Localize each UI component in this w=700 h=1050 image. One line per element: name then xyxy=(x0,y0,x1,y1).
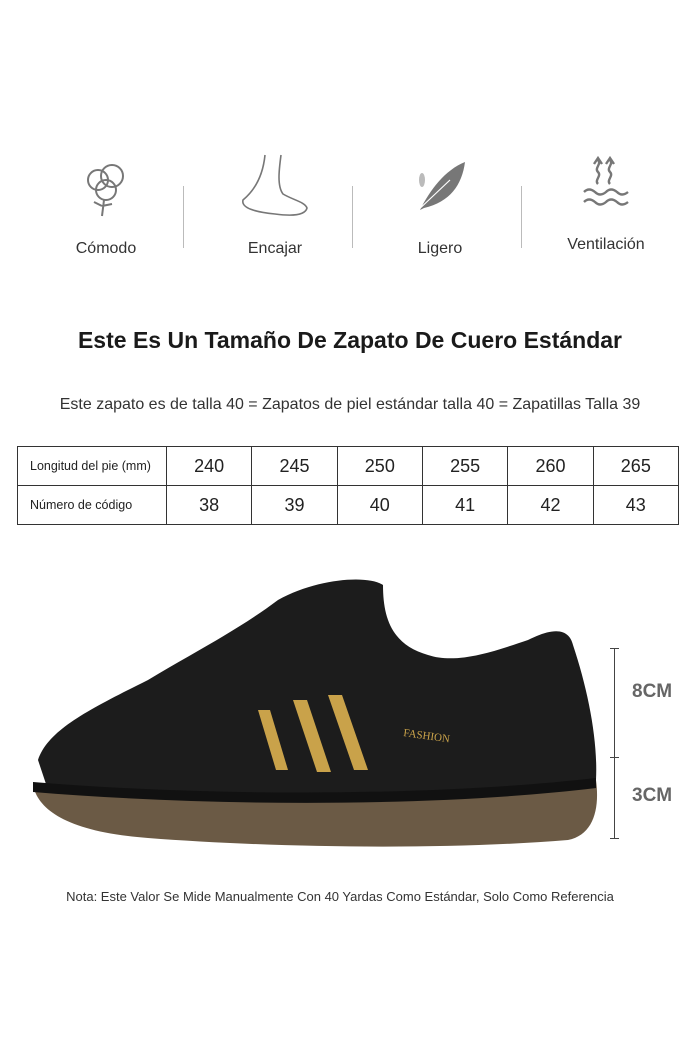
feature-label: Ventilación xyxy=(567,236,645,253)
table-cell: 43 xyxy=(592,485,680,525)
table-row: Número de código 38 39 40 41 42 43 xyxy=(17,485,680,525)
feature-label: Ligero xyxy=(417,240,463,257)
feature-fit: Encajar xyxy=(205,150,345,258)
divider xyxy=(183,186,184,248)
table-row: Longitud del pie (mm) 240 245 250 255 26… xyxy=(17,446,680,486)
feature-ventilation: Ventilación xyxy=(536,146,676,254)
table-cell: 265 xyxy=(592,446,680,486)
size-table: Longitud del pie (mm) 240 245 250 255 26… xyxy=(17,446,680,525)
upper-height-label: 8CM xyxy=(632,681,673,702)
size-equivalence: Este zapato es de talla 40 = Zapatos de … xyxy=(59,396,641,413)
table-cell: 260 xyxy=(507,446,594,486)
page-title: Este Es Un Tamaño De Zapato De Cuero Est… xyxy=(77,327,623,353)
ventilation-icon xyxy=(583,155,629,206)
table-cell: 255 xyxy=(421,446,509,486)
row-header: Longitud del pie (mm) xyxy=(17,446,167,486)
dimension-tick xyxy=(610,648,619,649)
table-cell: 240 xyxy=(165,446,253,486)
dimension-line xyxy=(614,648,615,838)
dimension-tick xyxy=(610,757,619,758)
table-cell: 38 xyxy=(165,485,253,525)
feature-label: Cómodo xyxy=(75,240,137,257)
cotton-icon xyxy=(87,164,124,217)
table-cell: 245 xyxy=(251,446,338,486)
table-cell: 39 xyxy=(251,485,338,525)
feature-label: Encajar xyxy=(247,240,303,257)
table-cell: 41 xyxy=(421,485,509,525)
dimension-tick xyxy=(610,838,619,839)
feature-light: Ligero xyxy=(370,150,510,258)
shoe-image: FASHION xyxy=(33,579,598,847)
divider xyxy=(521,186,522,248)
table-cell: 250 xyxy=(336,446,423,486)
table-cell: 40 xyxy=(336,485,423,525)
row-header: Número de código xyxy=(17,485,167,525)
foot-icon xyxy=(242,154,308,216)
feather-icon xyxy=(413,162,465,215)
divider xyxy=(352,186,353,248)
sole-height-label: 3CM xyxy=(632,785,673,806)
feature-comfort: Cómodo xyxy=(36,150,176,258)
table-cell: 42 xyxy=(507,485,594,525)
measurement-note: Nota: Este Valor Se Mide Manualmente Con… xyxy=(66,889,614,904)
